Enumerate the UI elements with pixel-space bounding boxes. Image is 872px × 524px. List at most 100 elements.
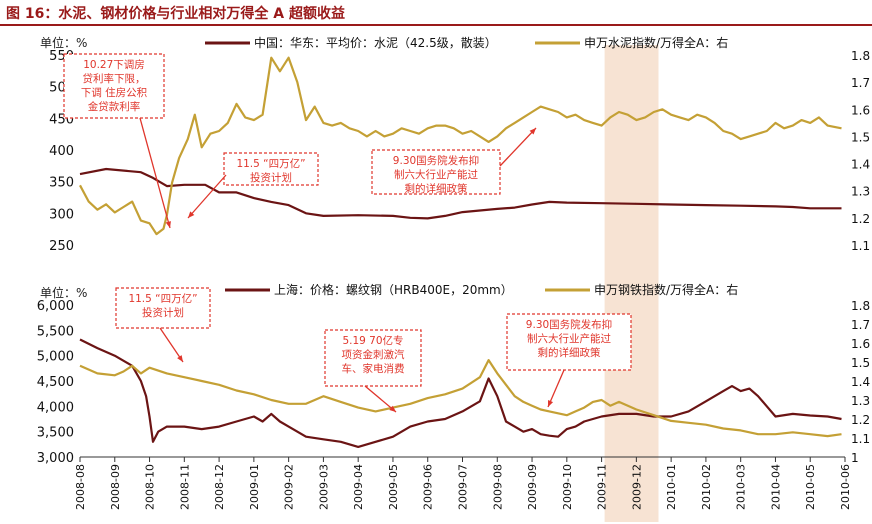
y-tick-right: 1.1 [851, 432, 870, 446]
x-tick-label: 2009-10 [561, 464, 574, 510]
figure-title: 图 16：水泥、钢材价格与行业相对万得全 A 超额收益 [6, 6, 345, 22]
y-tick-right: 1.7 [851, 76, 870, 90]
annotation-arrowhead [548, 400, 554, 407]
x-tick-label: 2009-01 [248, 464, 261, 510]
x-tick-label: 2009-06 [422, 464, 435, 510]
y-tick-right: 1.5 [851, 356, 870, 370]
annotation-text: 投资计划 [250, 171, 292, 184]
legend-label: 上海：价格：螺纹钢（HRB400E，20mm） [274, 282, 513, 297]
annotation-text: 项资金刺激汽 [342, 348, 405, 361]
annotation-arrowhead [165, 221, 171, 228]
annotation-arrow [187, 174, 227, 219]
y-tick-left: 250 [49, 239, 74, 254]
annotation-text: 10.27下调房 [83, 58, 145, 71]
annotation-arrowhead [177, 355, 183, 362]
x-tick-label: 2009-08 [491, 464, 504, 510]
x-tick-label: 2008-09 [109, 464, 122, 510]
y-tick-right: 1.3 [851, 394, 870, 408]
annotation-text: 5.19 70亿专 [342, 334, 403, 347]
series-line-2 [79, 56, 842, 236]
x-tick-label: 2009-03 [317, 464, 330, 510]
y-tick-left: 4,000 [37, 400, 74, 415]
y-tick-right: 1.2 [851, 212, 870, 226]
annotation-text: 剩的详细政策 [538, 346, 601, 359]
annotation-box [223, 152, 319, 186]
y-tick-right: 1.8 [851, 299, 870, 313]
unit-label: 单位：% [40, 285, 87, 300]
y-tick-left: 4,500 [37, 375, 74, 390]
annotation-arrow [139, 117, 171, 229]
x-tick-label: 2009-02 [283, 464, 296, 510]
annotation-arrowhead [389, 405, 396, 412]
annotation-text: 剩的详细政策 [405, 182, 468, 195]
y-tick-left: 5,500 [37, 324, 74, 339]
y-tick-left: 400 [49, 144, 74, 159]
y-tick-right: 1.4 [851, 158, 870, 172]
x-tick-label: 2009-05 [387, 464, 400, 510]
legend-label: 申万钢铁指数/万得全A：右 [594, 282, 738, 297]
annotation-arrowhead [529, 128, 536, 135]
annotation-text: 金贷款利率 [88, 100, 141, 113]
annotation-text: 11.5 “四万亿” [236, 157, 305, 170]
x-tick-label: 2009-11 [596, 464, 609, 510]
y-tick-left: 5,000 [37, 350, 74, 365]
x-tick-label: 2009-04 [352, 464, 365, 510]
annotation-arrow [364, 385, 397, 413]
y-tick-right: 1.2 [851, 413, 870, 427]
y-tick-right: 1.5 [851, 130, 870, 144]
annotation-text: 制六大行业产能过 [394, 168, 478, 181]
x-tick-label: 2008-11 [178, 464, 191, 510]
annotation-box [115, 287, 211, 329]
x-tick-label: 2009-12 [630, 464, 643, 510]
y-tick-right: 1.7 [851, 318, 870, 332]
highlight-band [604, 45, 659, 522]
x-tick-label: 2010-03 [735, 464, 748, 510]
x-tick-label: 2008-10 [144, 464, 157, 510]
y-tick-right: 1.6 [851, 337, 870, 351]
unit-label: 单位：% [40, 35, 87, 50]
annotation-box [506, 313, 632, 371]
x-tick-label: 2008-12 [213, 464, 226, 510]
title-divider [0, 24, 872, 26]
annotation-arrow [547, 369, 565, 408]
y-tick-left: 6,000 [37, 299, 74, 314]
annotation-arrow [159, 327, 184, 363]
series-line-2 [79, 359, 842, 438]
y-tick-left: 3,500 [37, 426, 74, 441]
annotation-arrowhead [188, 211, 195, 218]
legend-label: 申万水泥指数/万得全A：右 [584, 35, 728, 50]
y-tick-right: 1.3 [851, 185, 870, 199]
annotation-text: 11.5 “四万亿” [128, 292, 197, 305]
annotation-box [324, 329, 422, 387]
x-tick-label: 2009-09 [526, 464, 539, 510]
annotation-box [371, 149, 501, 195]
x-tick-label: 2010-06 [839, 464, 852, 510]
annotation-text: 下调 住房公积 [81, 86, 148, 99]
annotation-text: 9.30国务院发布抑 [526, 318, 612, 331]
annotation-arrow [499, 127, 537, 167]
x-tick-label: 2009-07 [457, 464, 470, 510]
y-tick-right: 1 [851, 451, 859, 465]
y-tick-right: 1.1 [851, 239, 870, 253]
annotation-text: 贷利率下限， [83, 72, 146, 85]
y-tick-right: 1.8 [851, 49, 870, 63]
x-tick-label: 2010-04 [769, 464, 782, 510]
x-tick-label: 2010-02 [700, 464, 713, 510]
x-tick-label: 2010-01 [665, 464, 678, 510]
y-tick-left: 350 [49, 176, 74, 191]
annotation-text: 制六大行业产能过 [527, 332, 611, 345]
y-tick-left: 300 [49, 207, 74, 222]
legend-label: 中国：华东：平均价：水泥（42.5级，散装） [254, 35, 497, 50]
annotation-box [63, 53, 165, 119]
series-line-1 [79, 167, 842, 220]
annotation-text: 车、家电消费 [342, 362, 405, 375]
annotation-text: 9.30国务院发布抑 [393, 154, 479, 167]
y-tick-left: 3,000 [37, 451, 74, 466]
panel-2: 单位：% 3,000 3,500 4,000 4,500 5,000 5,500 6,000 1… [37, 282, 870, 466]
annotation-text: 投资计划 [142, 306, 184, 319]
series-line-1 [79, 338, 842, 448]
x-tick-label: 2010-05 [804, 464, 817, 510]
panel-1: 单位：%2503003504004505005501.11.21.31.41.5… [40, 35, 870, 254]
